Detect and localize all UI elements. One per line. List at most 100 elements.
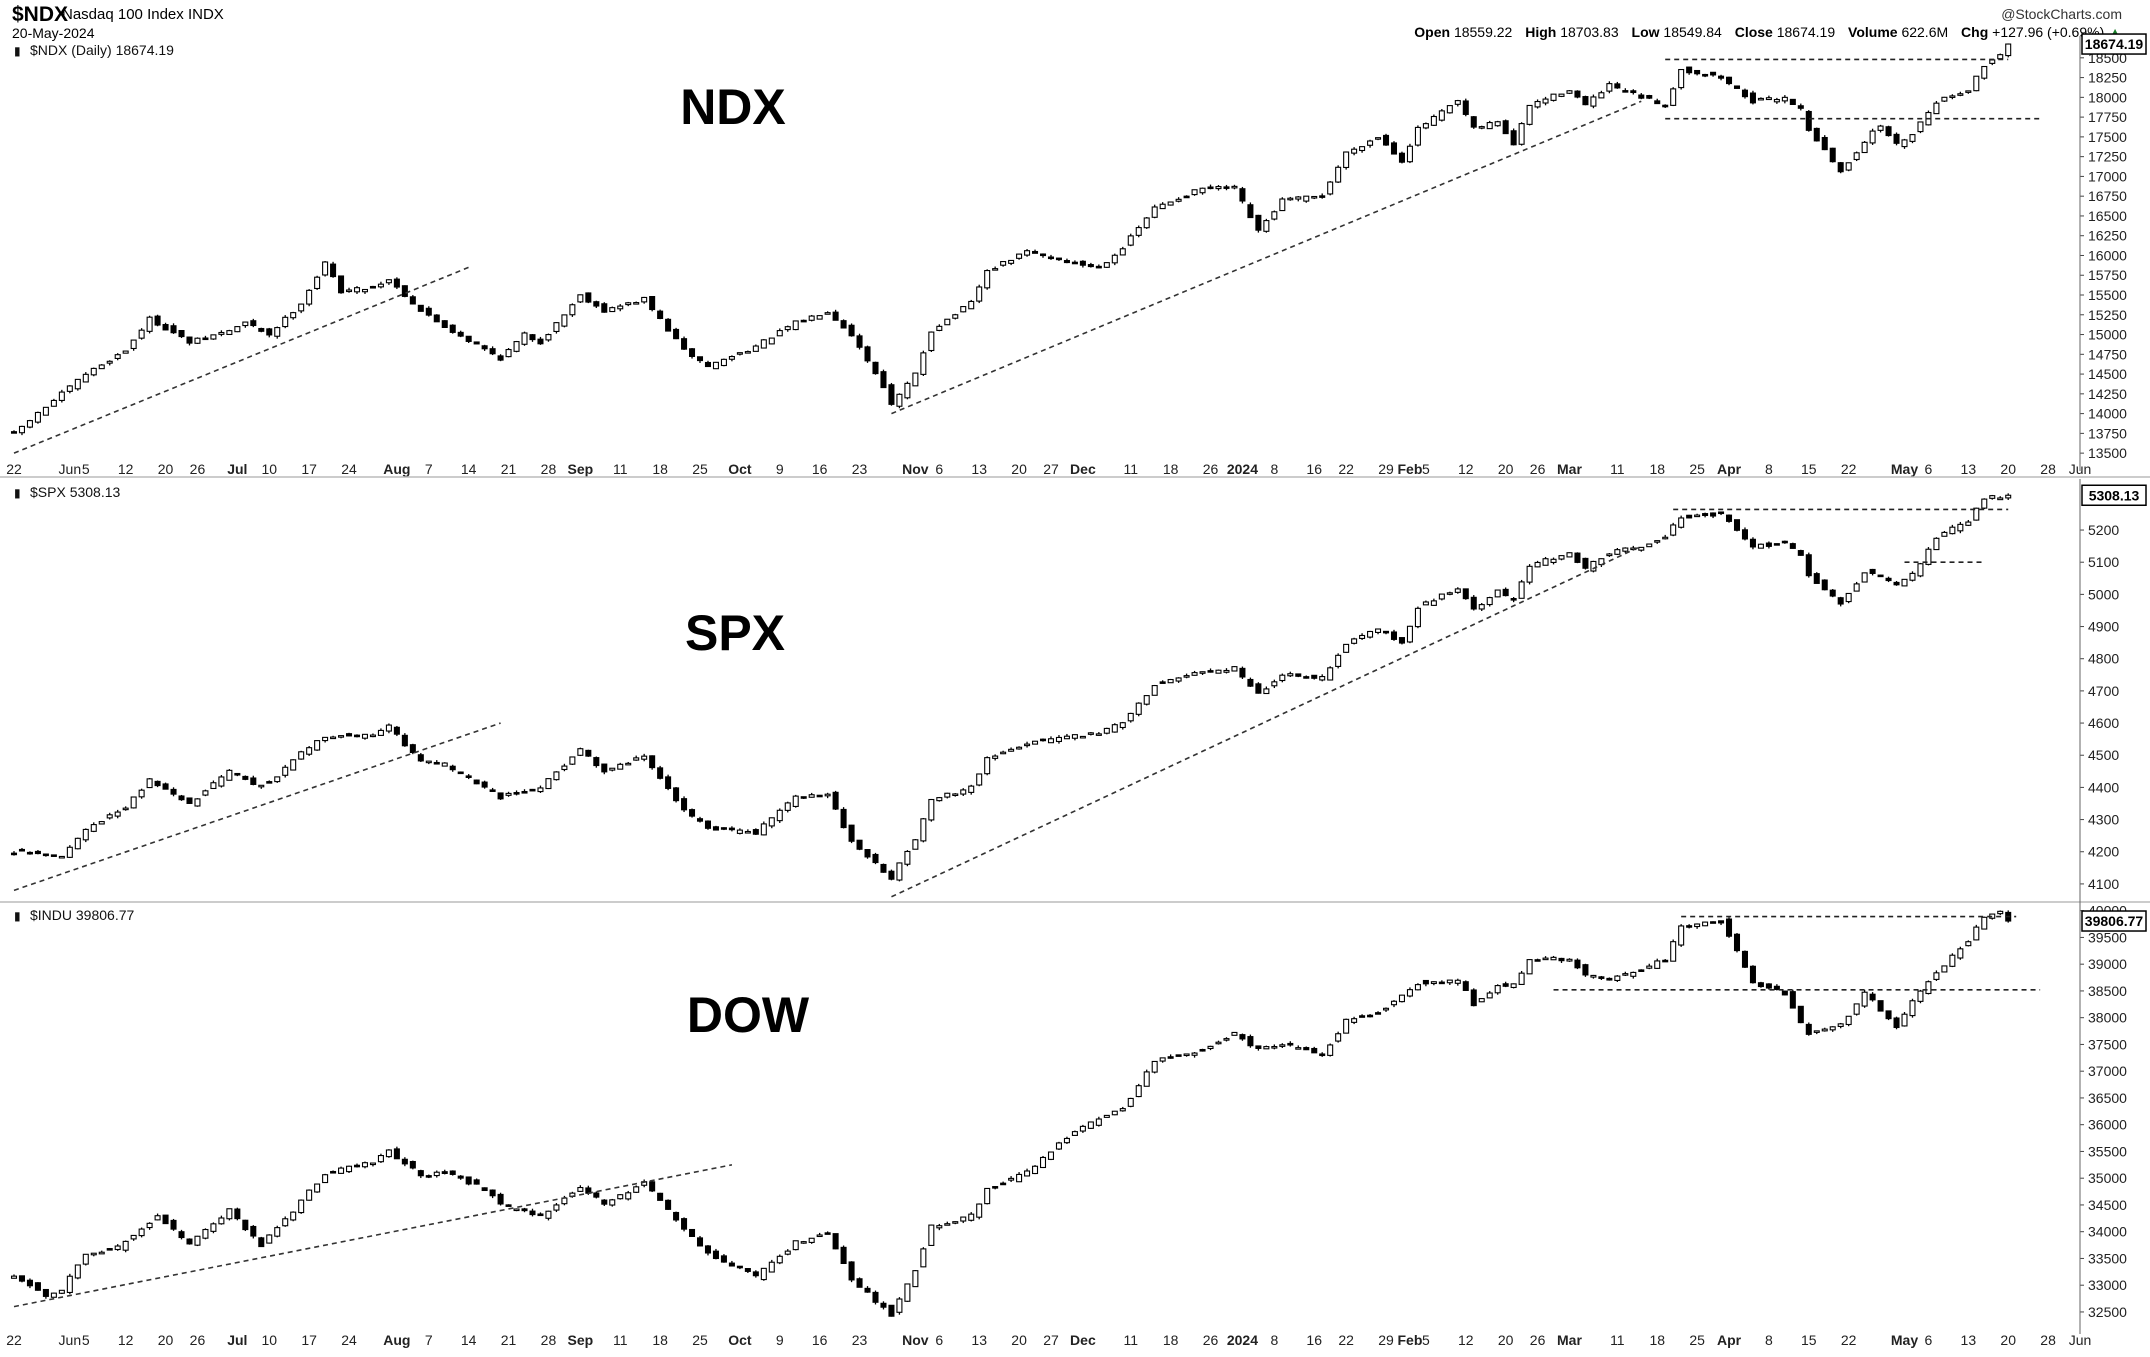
candle (1845, 1015, 1852, 1026)
candle (162, 1214, 169, 1225)
candle (1606, 83, 1613, 92)
candle (720, 1255, 727, 1263)
candle (1382, 630, 1390, 634)
candle (1909, 572, 1916, 581)
candle (298, 1199, 305, 1214)
candle (633, 302, 640, 305)
x-tick-label: 22 (1841, 461, 1857, 477)
candle (1430, 981, 1437, 985)
candle (1765, 542, 1772, 547)
candle (1454, 100, 1461, 105)
candle (768, 1261, 775, 1273)
candle (816, 1234, 823, 1238)
candle (1678, 68, 1685, 89)
candle (385, 724, 392, 732)
x-tick-label: 17 (301, 461, 317, 477)
candle (944, 1223, 951, 1226)
x-tick-label: Aug (383, 1332, 410, 1348)
candle (1335, 1033, 1342, 1042)
candle (1654, 100, 1661, 105)
candle (1039, 738, 1047, 742)
candle (1295, 1047, 1302, 1050)
candle (665, 776, 672, 789)
candle-legend-icon: ▮ (14, 909, 21, 923)
candle (832, 791, 839, 810)
candle (385, 1149, 392, 1158)
candle (665, 1199, 672, 1210)
x-tick-label: Sep (568, 1332, 594, 1348)
candle (1247, 678, 1254, 687)
y-tick-label: 14000 (2088, 406, 2127, 422)
candle (1039, 1156, 1047, 1169)
candle (1829, 147, 1836, 163)
candle (577, 1186, 584, 1192)
trendline (13, 722, 501, 892)
candle (601, 1199, 608, 1205)
candle (146, 316, 153, 332)
candle (696, 1237, 704, 1247)
candle (306, 1189, 313, 1201)
x-tick-label: 29 (1378, 1332, 1394, 1348)
candle (808, 315, 815, 321)
candle (1390, 142, 1398, 155)
candles (10, 43, 2012, 436)
candle (1718, 511, 1725, 515)
candle (1678, 925, 1685, 946)
candle (170, 788, 177, 795)
candle (1542, 558, 1549, 566)
x-tick-label: Aug (383, 461, 410, 477)
candle (792, 795, 799, 807)
candle (1271, 1045, 1278, 1049)
x-tick-label: 5 (1422, 1332, 1430, 1348)
candle (98, 1251, 105, 1255)
candle (162, 783, 169, 790)
candle (952, 793, 959, 797)
candle (1765, 983, 1772, 989)
candle (824, 312, 831, 315)
candle (1367, 1014, 1374, 1018)
candle (569, 304, 576, 316)
x-tick-label: 25 (692, 461, 708, 477)
candle (306, 747, 313, 755)
x-tick-label: 16 (812, 1332, 828, 1348)
x-tick-label: 10 (261, 461, 277, 477)
panel-legend: $NDX (Daily) 18674.19 (30, 42, 174, 58)
candle (1965, 521, 1972, 526)
candle (1606, 977, 1613, 981)
candle (1893, 133, 1900, 144)
candle (1446, 592, 1453, 595)
y-tick-label: 4200 (2088, 844, 2119, 860)
y-tick-label: 18000 (2088, 89, 2127, 105)
candle (1183, 195, 1190, 199)
candle (1135, 1085, 1142, 1098)
close-value: 18674.19 (1776, 24, 1836, 40)
y-tick-label: 36000 (2088, 1117, 2127, 1133)
candle (26, 420, 33, 428)
candle (960, 306, 967, 313)
volume-label: Volume (1848, 24, 1898, 40)
candle (728, 1262, 735, 1267)
candle (617, 763, 624, 770)
x-tick-label: Oct (728, 461, 752, 477)
x-tick-label: 20 (158, 461, 174, 477)
candle (226, 1208, 233, 1220)
candle (234, 772, 241, 776)
candle (330, 263, 337, 278)
x-tick-label: 11 (613, 461, 628, 477)
candle (1215, 1041, 1222, 1045)
candle (1757, 97, 1764, 101)
candle (840, 808, 847, 829)
candle (1470, 116, 1477, 128)
y-tick-label: 14750 (2088, 346, 2127, 362)
candle (1845, 162, 1852, 171)
candle (425, 1175, 432, 1178)
candle (752, 1271, 759, 1277)
candle (1502, 120, 1509, 135)
candle (872, 1291, 879, 1303)
candle (2005, 43, 2012, 57)
y-tick-label: 4900 (2088, 619, 2119, 635)
candle (1813, 127, 1820, 142)
candle (1375, 628, 1382, 633)
candle (1654, 960, 1661, 969)
candle (1287, 197, 1294, 201)
